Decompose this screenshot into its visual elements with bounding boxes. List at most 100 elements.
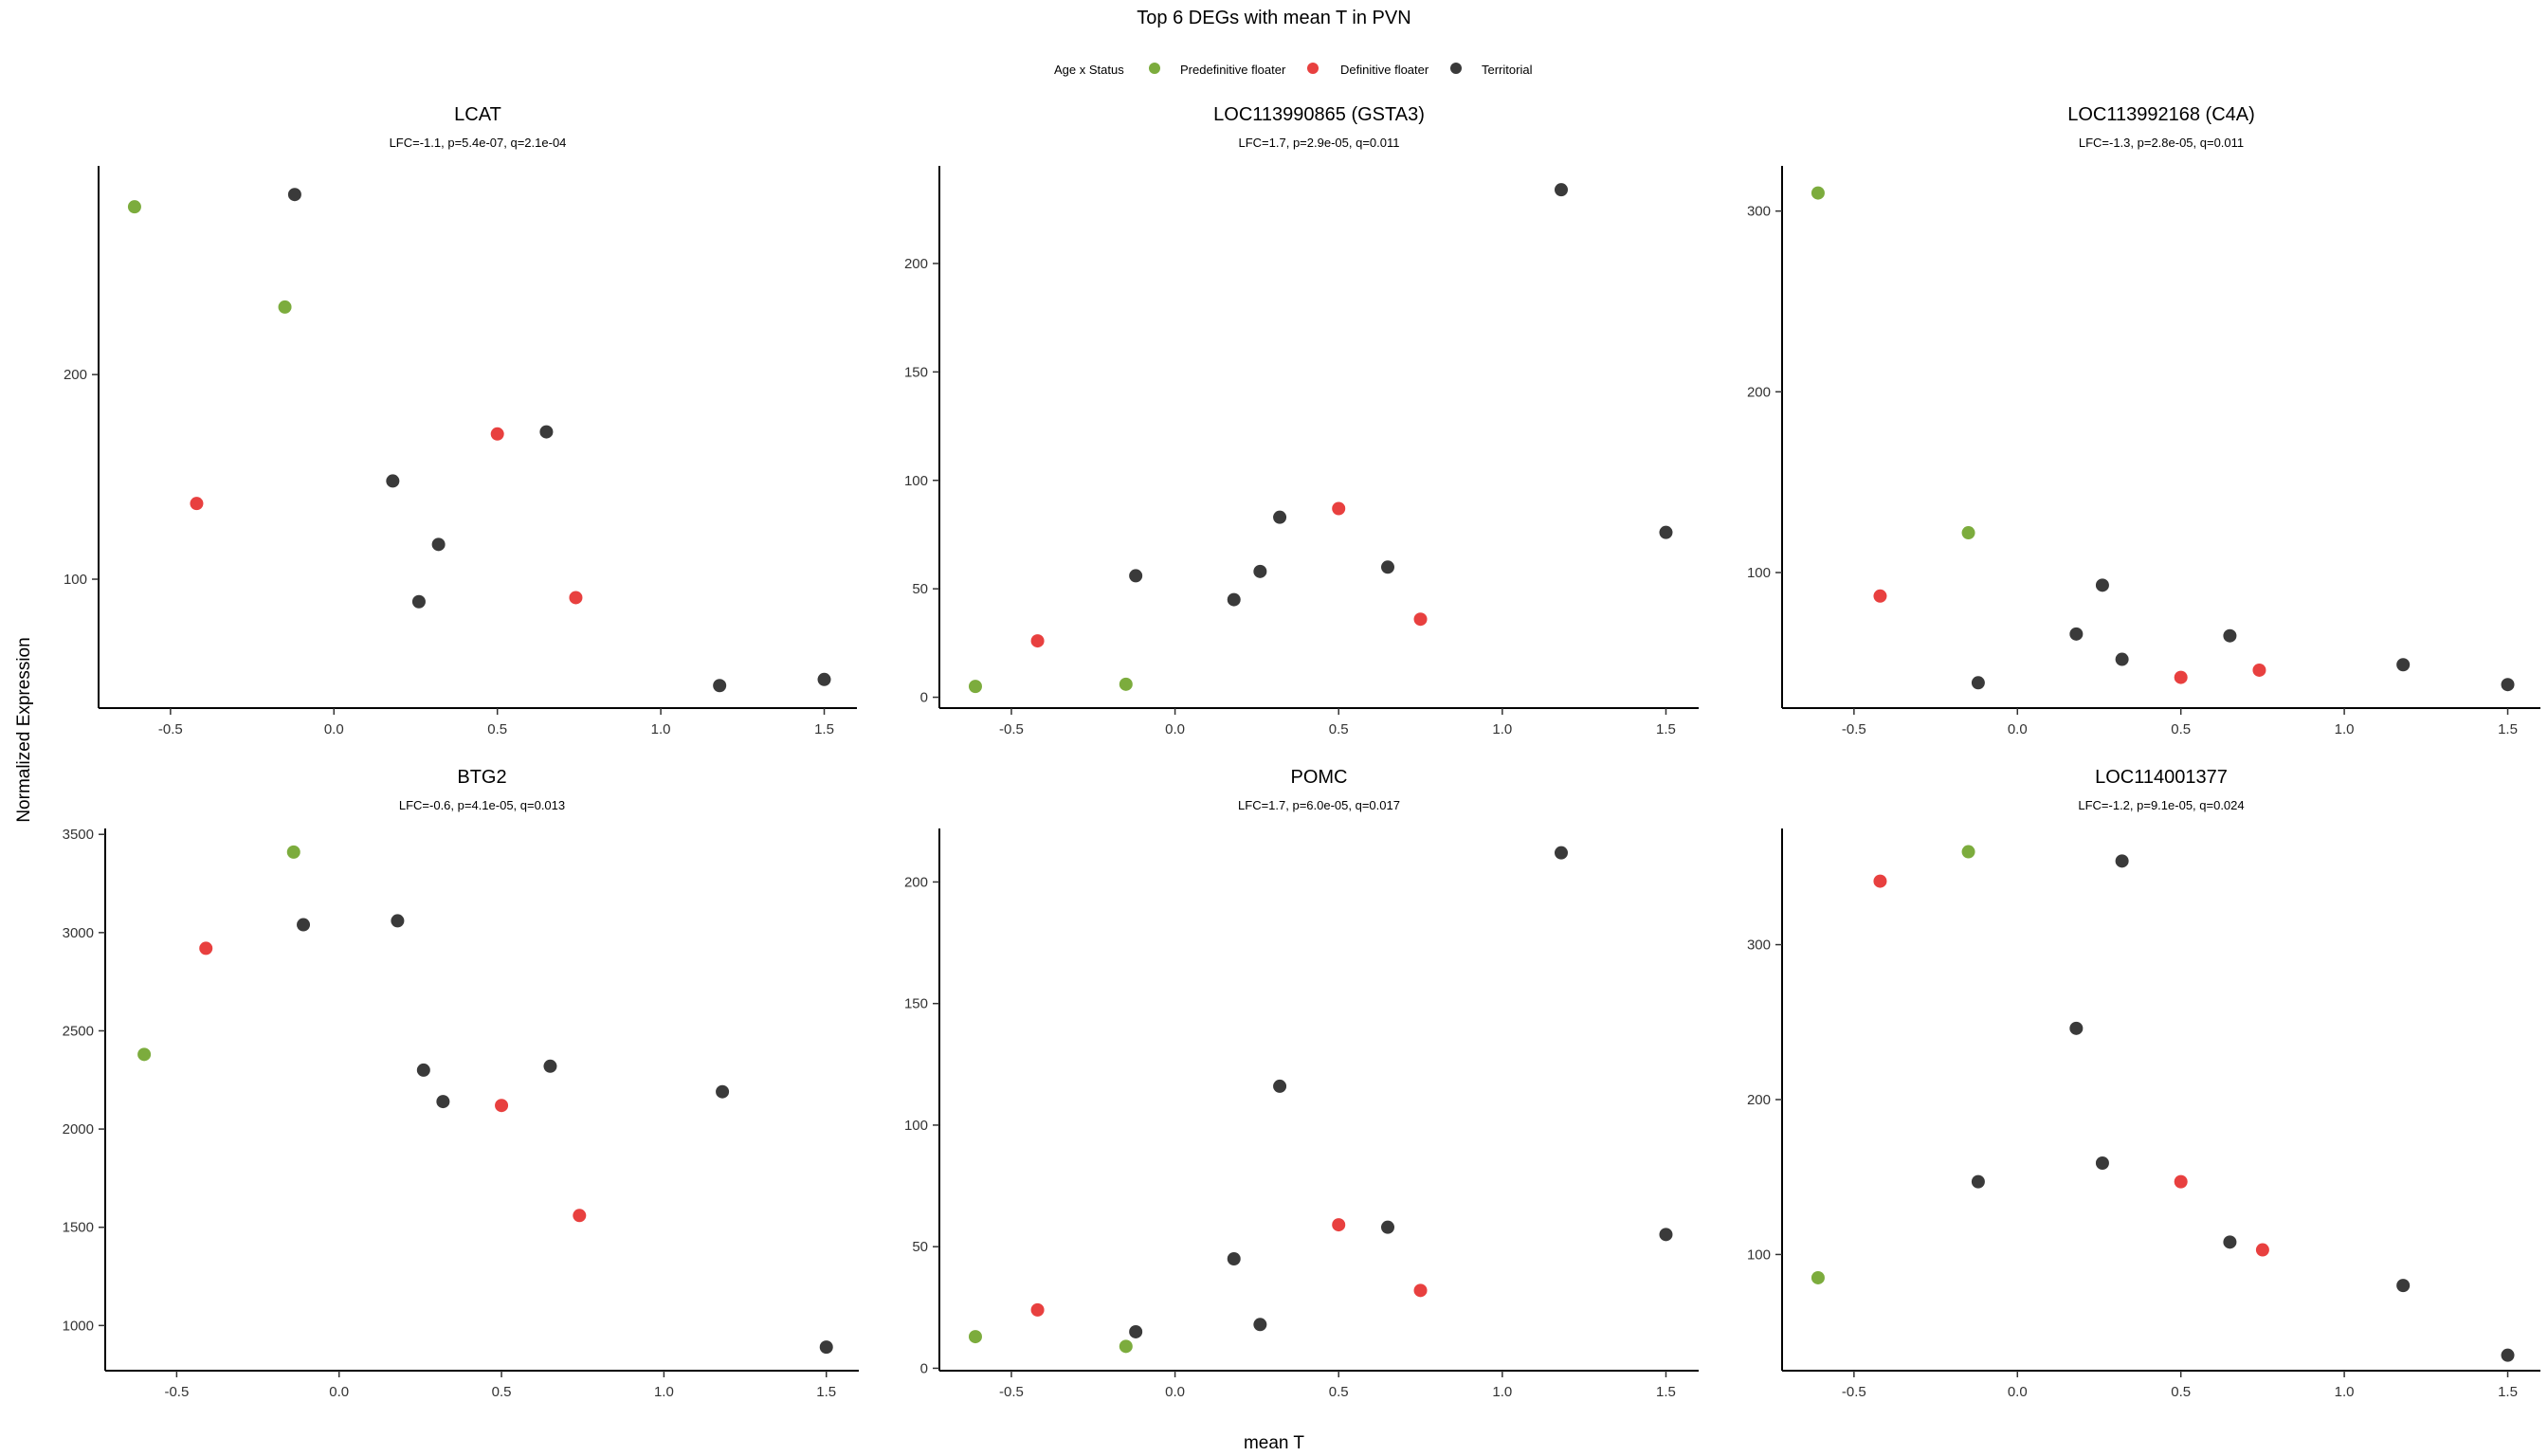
panel-title: LOC114001377 — [2095, 767, 2228, 788]
data-point-territorial — [1381, 1220, 1395, 1234]
figure-title: Top 6 DEGs with mean T in PVN — [1137, 8, 1410, 28]
data-point-territorial — [2069, 627, 2084, 641]
panel-title: LCAT — [454, 104, 501, 125]
data-point-territorial — [1273, 510, 1287, 524]
x-tick-label: 1.0 — [651, 721, 671, 737]
data-point-definitive-floater — [199, 941, 213, 956]
x-tick-label: -0.5 — [1842, 1384, 1866, 1400]
data-point-definitive-floater — [1030, 1302, 1045, 1317]
panel-title: LOC113990865 (GSTA3) — [1213, 104, 1425, 125]
data-point-definitive-floater — [1413, 1283, 1428, 1298]
data-point-territorial — [1659, 525, 1673, 539]
data-point-predefinitive-floater — [1811, 1270, 1825, 1284]
data-point-predefinitive-floater — [968, 1330, 982, 1344]
data-point-territorial — [297, 918, 311, 932]
panel-stats: LFC=1.7, p=6.0e-05, q=0.017 — [1238, 798, 1400, 812]
x-tick-label: 1.5 — [816, 1384, 836, 1400]
data-point-definitive-floater — [573, 1209, 587, 1223]
data-point-definitive-floater — [2174, 670, 2188, 684]
data-point-territorial — [1129, 1324, 1143, 1338]
data-point-predefinitive-floater — [1811, 186, 1825, 200]
data-point-territorial — [716, 1084, 730, 1099]
y-tick-label: 100 — [64, 572, 87, 588]
y-tick-label: 150 — [904, 996, 928, 1012]
y-tick-label: 1000 — [63, 1318, 94, 1334]
data-point-territorial — [1253, 1318, 1267, 1332]
panel-title: LOC113992168 (C4A) — [2067, 104, 2255, 125]
x-tick-label: -0.5 — [999, 721, 1024, 737]
x-tick-label: 1.5 — [1656, 721, 1676, 737]
data-point-territorial — [1659, 1228, 1673, 1242]
data-point-territorial — [2396, 1279, 2411, 1293]
y-tick-label: 50 — [912, 1239, 928, 1255]
data-point-territorial — [2069, 1021, 2084, 1035]
data-point-territorial — [1381, 560, 1395, 574]
x-tick-label: 0.5 — [2171, 721, 2191, 737]
panel-3: LOC113992168 (C4A) LFC=-1.3, p=2.8e-05, q… — [1747, 104, 2540, 737]
x-tick-label: 1.5 — [2498, 721, 2518, 737]
panel-stats: LFC=1.7, p=2.9e-05, q=0.011 — [1239, 136, 1400, 150]
data-point-definitive-floater — [569, 591, 583, 605]
data-point-predefinitive-floater — [968, 680, 982, 694]
legend-label-territorial: Territorial — [1482, 63, 1533, 77]
data-point-definitive-floater — [2174, 1174, 2188, 1189]
y-tick-label: 3500 — [63, 827, 94, 843]
data-point-predefinitive-floater — [127, 200, 141, 214]
panel-stats: LFC=-1.1, p=5.4e-07, q=2.1e-04 — [390, 136, 567, 150]
y-tick-label: 1500 — [63, 1220, 94, 1236]
data-point-territorial — [1227, 1252, 1241, 1266]
x-tick-label: 0.0 — [324, 721, 344, 737]
legend-label-predefinitive: Predefinitive floater — [1180, 63, 1286, 77]
y-axis-title: Normalized Expression — [14, 637, 34, 822]
data-point-territorial — [543, 1059, 557, 1073]
panel-1: LCAT LFC=-1.1, p=5.4e-07, q=2.1e-04 -0.5 0.… — [64, 104, 857, 737]
panel-stats: LFC=-1.3, p=2.8e-05, q=0.011 — [2079, 136, 2244, 150]
x-tick-label: 0.5 — [2171, 1384, 2191, 1400]
data-point-definitive-floater — [490, 427, 504, 441]
data-point-predefinitive-floater — [278, 300, 292, 314]
y-tick-label: 3000 — [63, 925, 94, 941]
panels: LCAT LFC=-1.1, p=5.4e-07, q=2.1e-04 -0.5 0.… — [63, 104, 2540, 1400]
data-point-definitive-floater — [495, 1099, 509, 1113]
data-point-definitive-floater — [2252, 663, 2266, 677]
panel-stats: LFC=-0.6, p=4.1e-05, q=0.013 — [399, 798, 565, 812]
y-tick-label: 100 — [1747, 1247, 1771, 1263]
y-tick-label: 2000 — [63, 1121, 94, 1138]
x-tick-label: -0.5 — [164, 1384, 189, 1400]
panel-4: BTG2 LFC=-0.6, p=4.1e-05, q=0.013 -0.5 0.0 0… — [63, 767, 859, 1400]
panel-6: LOC114001377 LFC=-1.2, p=9.1e-05, q=0.024… — [1747, 767, 2540, 1400]
y-tick-label: 200 — [904, 874, 928, 890]
y-tick-label: 2500 — [63, 1023, 94, 1039]
data-point-territorial — [2501, 1348, 2515, 1362]
y-tick-label: 0 — [920, 690, 928, 706]
x-tick-label: 1.0 — [2335, 721, 2355, 737]
panel-title: POMC — [1291, 767, 1348, 788]
x-axis-title: mean T — [1244, 1433, 1304, 1453]
data-point-territorial — [416, 1063, 430, 1077]
x-tick-label: 0.0 — [2008, 721, 2028, 737]
data-point-predefinitive-floater — [1961, 845, 1975, 859]
data-point-territorial — [1253, 564, 1267, 578]
data-point-territorial — [819, 1340, 833, 1355]
x-tick-label: 1.0 — [1492, 1384, 1512, 1400]
y-tick-label: 200 — [64, 367, 87, 383]
data-point-territorial — [2501, 678, 2515, 692]
x-tick-label: 0.0 — [1165, 1384, 1185, 1400]
data-point-territorial — [1129, 569, 1143, 583]
data-point-territorial — [2115, 854, 2129, 868]
data-point-definitive-floater — [1873, 874, 1887, 888]
legend-title: Age x Status — [1054, 63, 1124, 77]
legend-label-definitive: Definitive floater — [1340, 63, 1429, 77]
panel-5: POMC LFC=1.7, p=6.0e-05, q=0.017 -0.5 0.0 0.… — [904, 767, 1699, 1400]
x-tick-label: 0.5 — [487, 721, 507, 737]
y-tick-label: 100 — [904, 1118, 928, 1134]
data-point-definitive-floater — [1873, 589, 1887, 603]
y-tick-label: 300 — [1747, 937, 1771, 954]
x-tick-label: 1.0 — [2335, 1384, 2355, 1400]
data-point-territorial — [431, 537, 446, 552]
x-tick-label: 0.5 — [1329, 1384, 1349, 1400]
x-tick-label: 0.0 — [1165, 721, 1185, 737]
data-point-predefinitive-floater — [137, 1047, 152, 1062]
data-point-territorial — [2223, 1235, 2237, 1249]
x-tick-label: 1.5 — [814, 721, 834, 737]
